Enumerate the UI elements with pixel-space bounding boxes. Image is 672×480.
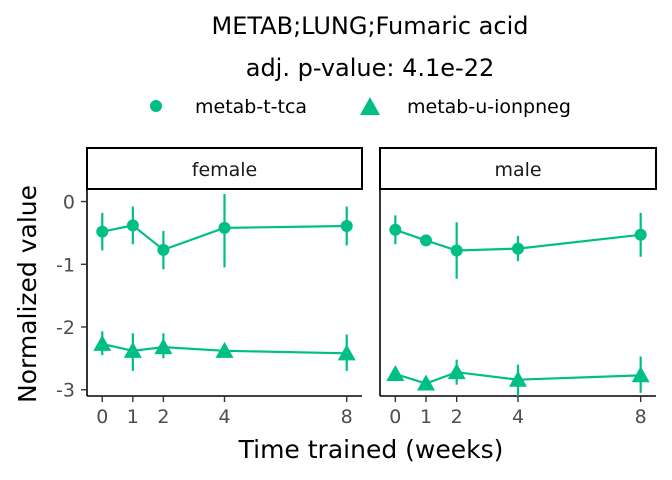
series-metab-u-ionpneg <box>93 331 356 371</box>
data-point <box>215 341 234 358</box>
data-point <box>417 374 435 391</box>
data-point <box>123 341 142 358</box>
x-tick-label: 2 <box>157 406 169 428</box>
x-tick-label: 1 <box>420 406 432 428</box>
x-tick-label: 8 <box>635 406 647 428</box>
chart-subtitle: adj. p-value: 4.1e-22 <box>246 54 495 82</box>
data-point <box>509 370 527 387</box>
legend-label-metab-t-tca: metab-t-tca <box>195 96 307 118</box>
strip-label-female: female <box>192 159 258 181</box>
x-axis-title: Time trained (weeks) <box>238 435 504 464</box>
data-point <box>96 225 109 238</box>
data-point <box>218 221 231 234</box>
legend: metab-t-tca metab-u-ionpneg <box>150 96 571 118</box>
x-tick-label: 4 <box>218 406 230 428</box>
x-tick-label: 2 <box>451 406 463 428</box>
data-point <box>420 234 432 247</box>
panel-male: male 0 1 2 4 8 <box>379 147 657 428</box>
data-point <box>450 244 463 257</box>
y-axis-title: Normalized value <box>13 185 42 403</box>
series-metab-t-tca <box>389 212 647 279</box>
data-point <box>631 366 650 383</box>
strip-male <box>379 147 657 190</box>
data-point <box>93 334 112 351</box>
data-point <box>386 365 405 382</box>
series-metab-t-tca <box>96 194 353 270</box>
y-tick-label: 0 <box>63 192 75 214</box>
data-point <box>447 363 466 380</box>
y-tick-label: -2 <box>56 317 75 339</box>
strip-female <box>86 147 363 190</box>
y-tick-label: -3 <box>56 380 75 402</box>
series-metab-u-ionpneg <box>386 356 650 396</box>
data-point <box>154 338 173 355</box>
legend-key-circle <box>150 100 162 112</box>
data-point <box>389 223 402 236</box>
legend-label-metab-u-ionpneg: metab-u-ionpneg <box>407 96 571 118</box>
strip-label-male: male <box>494 159 541 181</box>
data-point <box>340 220 353 233</box>
x-tick-label: 0 <box>389 406 401 428</box>
x-tick-label: 8 <box>341 406 353 428</box>
legend-key-triangle <box>360 97 380 115</box>
x-tick-label: 4 <box>512 406 524 428</box>
data-point <box>634 228 647 241</box>
data-point <box>337 344 356 361</box>
data-point <box>157 243 170 256</box>
chart-title: METAB;LUNG;Fumaric acid <box>212 12 529 40</box>
y-tick-label: -1 <box>56 254 75 276</box>
x-tick-label: 0 <box>96 406 108 428</box>
x-tick-label: 1 <box>127 406 139 428</box>
data-point <box>126 219 139 232</box>
data-point <box>512 242 524 255</box>
